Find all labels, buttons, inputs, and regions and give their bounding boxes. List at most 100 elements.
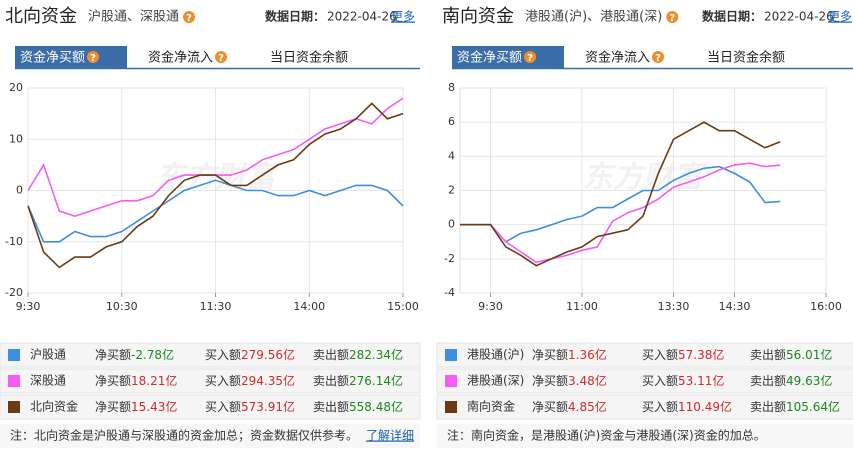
note: 注：北向资金是沪股通与深股通的资金加总；资金数据仅供参考。: [10, 428, 358, 443]
y-tick-label: 10: [9, 132, 23, 145]
row-bg: [0, 394, 421, 420]
cell-label: 净买额: [532, 374, 568, 388]
row-cell: 卖出额276.14亿: [313, 373, 403, 388]
row-cell: 买入额110.49亿: [642, 399, 732, 414]
legend-swatch: [445, 375, 457, 387]
row-cell: 卖出额282.34亿: [313, 347, 403, 362]
y-tick-label: -4: [444, 286, 455, 299]
x-tick-label: 10:30: [106, 300, 138, 313]
help-glyph: ?: [669, 13, 675, 24]
x-tick-label: 16:00: [810, 300, 842, 313]
series-line: [27, 179, 404, 243]
legend-swatch: [445, 401, 457, 413]
row-cell: 买入额294.35亿: [205, 373, 295, 388]
note: 注：南向资金，是港股通(沪)资金与港股通(深)资金的加总。: [447, 428, 766, 443]
help-icon[interactable]: [87, 51, 100, 63]
tab-active-bg: [15, 46, 127, 68]
legend-name: 港股通(深): [467, 374, 524, 388]
legend-name: 沪股通: [30, 348, 66, 362]
cell-value: 49.63亿: [786, 373, 832, 388]
y-tick-label: 0: [16, 184, 23, 197]
more-link[interactable]: 更多: [828, 10, 852, 24]
date: 2022-04-26: [327, 10, 397, 24]
cell-value: 4.85亿: [568, 399, 607, 414]
y-tick-label: -10: [5, 235, 23, 248]
cell-label: 卖出额: [750, 348, 786, 362]
x-tick-label: 14:30: [719, 300, 751, 313]
y-tick-label: -2: [444, 252, 455, 265]
cell-value: 3.48亿: [568, 373, 607, 388]
panel-title: 北向资金: [5, 6, 77, 27]
x-tick-label: 11:30: [200, 300, 232, 313]
row-bg: [436, 342, 853, 368]
help-icon[interactable]: [666, 11, 679, 23]
help-icon[interactable]: [215, 51, 228, 63]
cell-label: 卖出额: [750, 400, 786, 414]
y-tick-label: -20: [5, 286, 23, 299]
y-tick-label: 6: [448, 115, 455, 128]
cell-value: 276.14亿: [349, 373, 403, 388]
x-tick-label: 9:30: [16, 300, 41, 313]
series-line: [460, 162, 781, 264]
y-tick-label: 20: [9, 81, 23, 94]
panel-subtitle: 沪股通、深股通: [88, 9, 179, 25]
tab-active-bg: [452, 46, 564, 68]
note-link[interactable]: 了解详细: [366, 428, 414, 443]
row-bg: [0, 342, 421, 368]
cell-label: 净买额: [95, 374, 131, 388]
help-glyph: ?: [655, 53, 661, 64]
legend-swatch: [8, 401, 20, 413]
legend-name: 南向资金: [467, 399, 515, 414]
cell-value: 1.36亿: [568, 347, 607, 362]
x-tick-label: 13:30: [658, 300, 690, 313]
help-glyph: ?: [186, 13, 192, 24]
row-cell: 买入额53.11亿: [642, 373, 724, 388]
row-bg: [436, 394, 853, 420]
cell-label: 买入额: [642, 400, 678, 414]
date-label: 数据日期：: [702, 9, 762, 24]
watermark: 东方财富: [583, 160, 707, 195]
cell-value: 18.21亿: [131, 373, 177, 388]
tab[interactable]: 资金净买额: [20, 50, 85, 66]
legend-swatch: [8, 375, 20, 387]
help-glyph: ?: [90, 53, 96, 64]
tab[interactable]: 资金净流入: [148, 50, 213, 66]
y-tick-label: 4: [448, 149, 455, 162]
cell-label: 净买额: [95, 400, 131, 414]
cell-label: 买入额: [205, 400, 241, 414]
row-cell: 净买额1.36亿: [532, 347, 607, 362]
help-glyph: ?: [218, 53, 224, 64]
note-bg: [0, 424, 420, 448]
cell-value: 56.01亿: [786, 347, 832, 362]
panel-title: 南向资金: [442, 6, 514, 27]
panel-subtitle: 港股通(沪)、港股通(深): [525, 9, 662, 25]
legend-name: 北向资金: [30, 399, 78, 414]
x-tick-label: 15:00: [387, 300, 419, 313]
tab[interactable]: 资金净流入: [585, 50, 650, 66]
more-link[interactable]: 更多: [391, 10, 415, 24]
tab[interactable]: 资金净买额: [457, 50, 522, 66]
cell-value: 57.38亿: [678, 347, 724, 362]
row-cell: 净买额4.85亿: [532, 399, 607, 414]
x-tick-label: 11:00: [566, 300, 598, 313]
legend-swatch: [8, 349, 20, 361]
y-tick-label: 0: [448, 218, 455, 231]
cell-value: 294.35亿: [241, 373, 295, 388]
legend-name: 港股通(沪): [467, 348, 524, 362]
cell-label: 卖出额: [313, 348, 349, 362]
help-icon[interactable]: [652, 51, 665, 63]
help-icon[interactable]: [524, 51, 537, 63]
row-bg: [436, 368, 853, 394]
cell-label: 卖出额: [313, 374, 349, 388]
help-icon[interactable]: [183, 11, 196, 23]
cell-value: 282.34亿: [349, 347, 403, 362]
tab[interactable]: 当日资金余额: [270, 50, 348, 66]
row-cell: 卖出额49.63亿: [750, 373, 832, 388]
tab[interactable]: 当日资金余额: [707, 50, 785, 66]
x-tick-label: 14:00: [293, 300, 325, 313]
cell-label: 卖出额: [750, 374, 786, 388]
cell-value: 279.56亿: [241, 347, 295, 362]
legend-name: 深股通: [30, 374, 66, 388]
cell-value: 573.91亿: [241, 399, 295, 414]
